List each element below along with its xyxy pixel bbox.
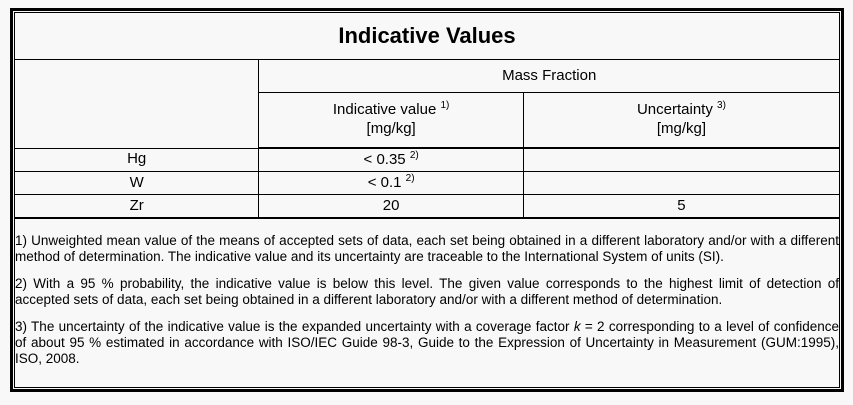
column-header-indicative-value: Indicative value 1) [mg/kg]	[258, 92, 524, 149]
footnote-2-text: 2) With a 95 % probability, the indicati…	[15, 275, 839, 307]
table-outer-frame: Indicative Values Mass Fraction Indicati…	[10, 8, 844, 392]
table-row-w: W < 0.1 2)	[14, 171, 840, 195]
corner-empty-cell	[14, 59, 260, 149]
column-header-uncertainty: Uncertainty 3) [mg/kg]	[522, 92, 840, 149]
column-header-row: Indicative value 1) [mg/kg] Uncertainty …	[15, 92, 840, 149]
column-label: Uncertainty	[636, 101, 713, 119]
footnotes-row: 1) Unweighted mean value of the means of…	[14, 217, 840, 388]
element-cell: W	[14, 171, 260, 195]
uncertainty-cell: 5	[522, 194, 840, 219]
footnote-1: 1) Unweighted mean value of the means of…	[15, 233, 839, 265]
title-row: Indicative Values	[14, 12, 840, 60]
indicative-value-cell: < 0.1 2)	[258, 171, 524, 195]
element-cell: Hg	[14, 147, 260, 172]
indicative-value-cell: 20	[258, 194, 524, 219]
footnotes-section: 1) Unweighted mean value of the means of…	[14, 217, 840, 388]
footnote-ref-2: 2)	[409, 149, 419, 161]
column-unit: [mg/kg]	[656, 120, 707, 137]
table-row-hg: Hg < 0.35 2)	[14, 147, 840, 172]
footnote-1-text: 1) Unweighted mean value of the means of…	[15, 232, 839, 264]
footnote-2: 2) With a 95 % probability, the indicati…	[15, 276, 839, 308]
table-inner-frame: Indicative Values Mass Fraction Indicati…	[14, 12, 840, 388]
footnote-ref-1: 1)	[440, 100, 450, 112]
coverage-factor-symbol: k	[573, 318, 581, 334]
indicative-value: < 0.1	[367, 173, 402, 191]
group-header-mass-fraction: Mass Fraction	[258, 59, 840, 93]
footnote-3-text-start: 3) The uncertainty of the indicative val…	[15, 318, 574, 334]
footnote-ref-3: 3)	[717, 100, 726, 112]
footnote-3: 3) The uncertainty of the indicative val…	[15, 319, 839, 367]
element-cell: Zr	[14, 194, 260, 219]
indicative-value: < 0.35	[363, 150, 406, 168]
indicative-value-cell: < 0.35 2)	[258, 147, 524, 172]
uncertainty-cell	[522, 171, 840, 195]
footnote-ref-2: 2)	[405, 172, 415, 184]
uncertainty-cell	[522, 147, 840, 172]
group-header-row: Mass Fraction	[14, 59, 840, 149]
page-title: Indicative Values	[14, 12, 840, 60]
table-row-zr: Zr 20 5	[14, 194, 840, 219]
column-label: Indicative value	[332, 101, 437, 119]
footnote-3-text-end: = 2 corresponding to a level of confiden…	[15, 318, 839, 366]
column-unit: [mg/kg]	[366, 120, 416, 137]
indicative-values-table: Indicative Values Mass Fraction Indicati…	[14, 12, 840, 388]
indicative-value: 20	[382, 196, 400, 214]
